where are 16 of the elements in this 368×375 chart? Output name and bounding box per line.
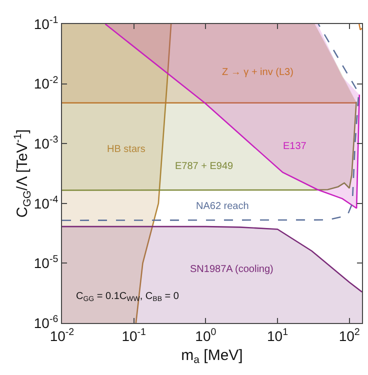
y-tick-label: 10$^{-2}$ (34, 74, 58, 92)
x-tick-label: 10$^{2}$ (338, 326, 360, 344)
series-label: E787 + E949 (175, 161, 234, 172)
y-tick-label: 10$^{-3}$ (34, 134, 59, 152)
series-label: HB stars (107, 144, 146, 155)
y-tick-label: 10$^{-4}$ (34, 194, 59, 212)
text: SN1987A (cooling) (190, 264, 274, 275)
y-tick-label: 10$^{-1}$ (34, 15, 58, 32)
text: Z → γ + inv (L3) (222, 67, 294, 78)
y-tick-label: 10$^{-5}$ (34, 254, 59, 272)
x-tick-label: 10$^{1}$ (266, 326, 288, 344)
x-tick-label: 10$^{0}$ (195, 326, 217, 344)
x-tick-label: 10$^{-1}$ (122, 326, 146, 344)
series-label: E137 (283, 141, 307, 152)
series-label: NA62 reach (196, 201, 249, 212)
x-axis-title: m$_{a}$ [MeV] (181, 346, 243, 366)
